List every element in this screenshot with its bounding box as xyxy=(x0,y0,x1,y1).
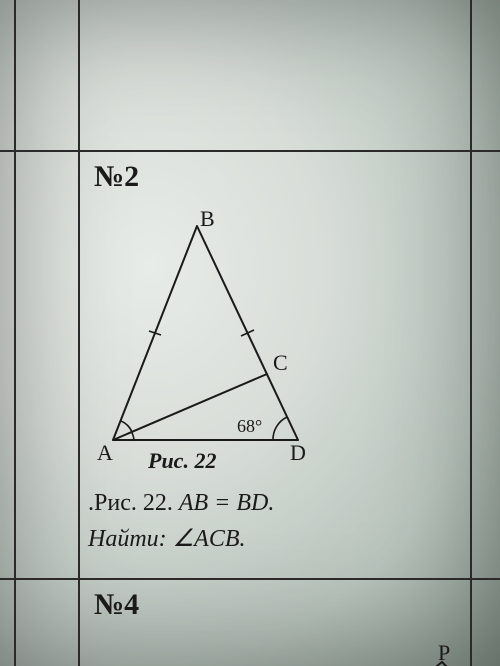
angle-arc-A-upper xyxy=(121,421,132,432)
find-angle: ∠ACB. xyxy=(173,526,246,552)
problem-4-heading: №4 xyxy=(94,588,139,622)
given-text-equation: AB = BD. xyxy=(179,490,275,516)
vertex-B-label: B xyxy=(200,206,215,232)
triangle-ABD xyxy=(113,226,298,440)
problem-4-fragment xyxy=(420,660,460,666)
angle-D-label: 68° xyxy=(237,416,262,437)
worksheet-page: №2 B C A D 68° Рис. 22 xyxy=(0,0,500,666)
angle-arc-D xyxy=(273,417,287,440)
problem-2-figure xyxy=(0,0,500,666)
vertex-C-label: C xyxy=(273,350,288,376)
angle-arc-A-lower xyxy=(131,431,134,440)
find-prefix: Найти: xyxy=(88,526,173,552)
given-text-prefix: .Рис. 22. xyxy=(88,490,179,516)
vertex-D-label: D xyxy=(290,440,306,466)
vertex-A-label: A xyxy=(97,440,113,466)
figure-caption: Рис. 22 xyxy=(148,448,216,474)
